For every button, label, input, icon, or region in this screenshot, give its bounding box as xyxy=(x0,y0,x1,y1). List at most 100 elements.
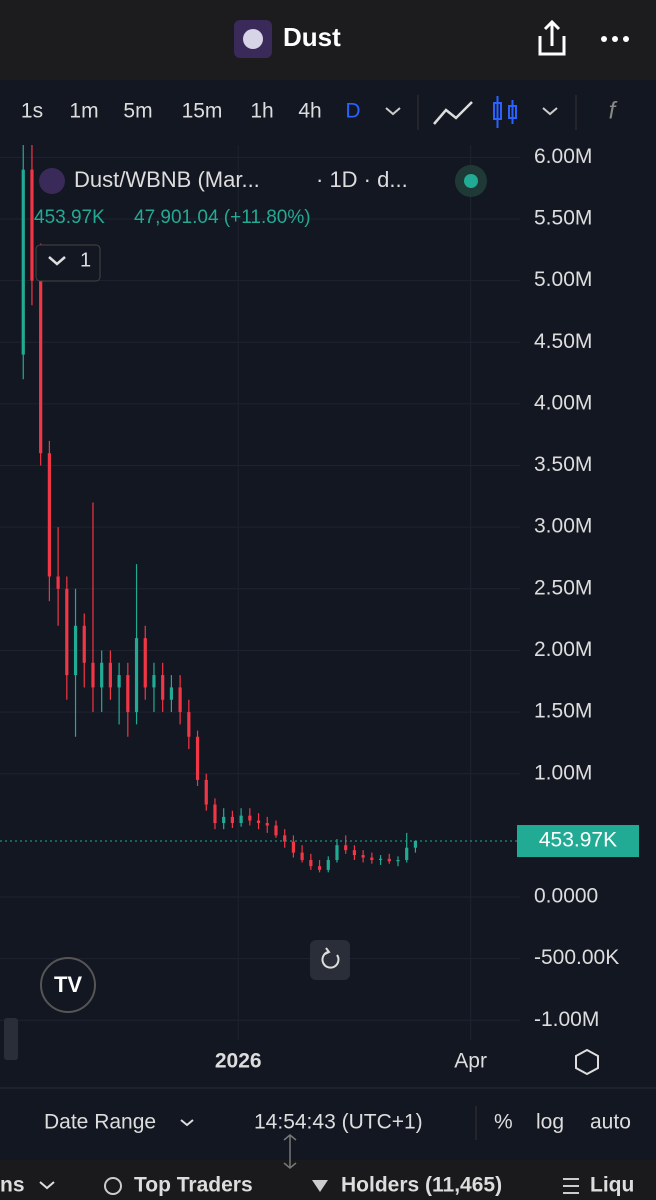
legend-icon xyxy=(39,168,65,194)
share-icon[interactable] xyxy=(538,19,566,56)
candle-body xyxy=(47,453,51,577)
settings-icon[interactable] xyxy=(575,1048,599,1076)
title: Dust xyxy=(283,22,341,52)
y-tick-label: 6.00M xyxy=(534,145,592,168)
interval[interactable]: D xyxy=(345,100,360,123)
liquidity-icon xyxy=(563,1178,579,1194)
candle-body xyxy=(370,857,374,861)
candle-body xyxy=(117,675,121,688)
gem-icon xyxy=(312,1180,328,1192)
tab[interactable]: Liqu xyxy=(590,1174,634,1197)
candle-body xyxy=(100,662,104,688)
candle-body xyxy=(126,675,130,713)
plot: 6.00M 5.50M 5.00M 4.50M 4.00M 3.50M 3.00M 2.50M… xyxy=(0,145,639,1073)
candle-body xyxy=(143,638,147,688)
candle-body xyxy=(283,835,287,842)
candle-body xyxy=(256,820,261,824)
chevron[interactable] xyxy=(385,107,401,116)
percent-toggle[interactable]: % xyxy=(494,1111,513,1134)
candle-body xyxy=(300,852,304,861)
resize-handle[interactable] xyxy=(283,1134,297,1169)
date-range[interactable]: Date Range xyxy=(44,1111,156,1134)
tv-logo-text: TV xyxy=(54,972,82,997)
tab[interactable]: Top Traders xyxy=(134,1174,253,1197)
candle-body xyxy=(204,779,208,805)
y-tick-label: 4.50M xyxy=(534,330,592,353)
line-chart-icon[interactable] xyxy=(433,101,473,125)
y-tick-label: 3.00M xyxy=(534,515,592,538)
collapse-button[interactable] xyxy=(35,244,101,282)
interval[interactable]: 4h xyxy=(298,100,321,123)
chevron[interactable] xyxy=(542,107,558,116)
chevron xyxy=(180,1119,194,1127)
tv-logo[interactable] xyxy=(40,957,96,1013)
candle-body xyxy=(361,855,365,858)
chevron xyxy=(39,1181,55,1190)
candle-body xyxy=(309,860,313,867)
candle-body xyxy=(274,825,278,836)
candle-body xyxy=(30,169,34,281)
x-tick-label: 2026 xyxy=(215,1050,262,1073)
candle-body xyxy=(134,638,139,713)
icon-figure xyxy=(243,29,263,49)
legend-meta: · 1D · d... xyxy=(316,167,408,192)
status-dot xyxy=(464,174,478,188)
chevron xyxy=(48,256,66,266)
last-price-label: 453.97K xyxy=(539,829,617,852)
toolbar xyxy=(0,80,656,145)
candle-body xyxy=(73,625,78,676)
candle-body xyxy=(326,860,330,870)
candle-body xyxy=(213,804,217,824)
reset-icon xyxy=(321,947,340,969)
candle-body xyxy=(387,858,391,862)
candle-body xyxy=(378,858,383,861)
y-tick-label: 4.00M xyxy=(534,391,592,414)
y-tick-label: 2.50M xyxy=(534,576,592,599)
candle-body xyxy=(352,850,357,856)
candle-body xyxy=(21,169,25,355)
candle-body xyxy=(91,662,95,688)
y-tick-label: 1.50M xyxy=(534,700,592,723)
interval[interactable]: 1m xyxy=(69,100,98,123)
candle-body xyxy=(317,866,322,870)
candle-body xyxy=(65,588,69,676)
y-tick-label: 2.00M xyxy=(534,638,592,661)
candle-body xyxy=(413,841,418,848)
candle-body xyxy=(161,675,165,700)
interval[interactable]: 15m xyxy=(182,100,223,123)
tab[interactable]: Holders (11,465) xyxy=(341,1174,502,1197)
candle-body xyxy=(39,280,43,454)
interval[interactable]: 1s xyxy=(21,100,43,123)
candle-body xyxy=(335,845,339,861)
candle-icon[interactable] xyxy=(493,96,517,128)
tab[interactable]: ns xyxy=(0,1174,25,1197)
candle-body xyxy=(239,815,243,824)
collapse-count: 1 xyxy=(80,249,91,271)
trophy-icon xyxy=(104,1177,122,1195)
y-tick-label: 1.00M xyxy=(534,761,592,784)
candle-body xyxy=(108,662,112,688)
candle-body xyxy=(265,823,269,826)
top-bar xyxy=(0,0,656,80)
interval[interactable]: 1h xyxy=(250,100,273,123)
auto-toggle[interactable]: auto xyxy=(590,1111,631,1134)
log-toggle[interactable]: log xyxy=(536,1111,564,1134)
y-tick-label: -500.00K xyxy=(534,946,619,969)
reset-button[interactable] xyxy=(310,940,350,980)
y-tick-label: 0.0000 xyxy=(534,885,598,908)
side-handle[interactable] xyxy=(4,1018,18,1060)
interval[interactable]: 5m xyxy=(123,100,152,123)
clock: 14:54:43 (UTC+1) xyxy=(254,1111,423,1134)
candle-body xyxy=(152,675,156,688)
candle-body xyxy=(222,816,226,824)
indicators-icon[interactable]: f xyxy=(609,97,618,124)
candle-body xyxy=(187,712,191,737)
candle-body xyxy=(195,736,200,780)
candle-body xyxy=(169,687,173,700)
y-tick-label: 5.50M xyxy=(534,207,592,230)
more-icon[interactable] xyxy=(601,36,629,42)
legend-change: 47,901.04 (+11.80%) xyxy=(134,207,311,228)
candle-body xyxy=(396,860,400,862)
